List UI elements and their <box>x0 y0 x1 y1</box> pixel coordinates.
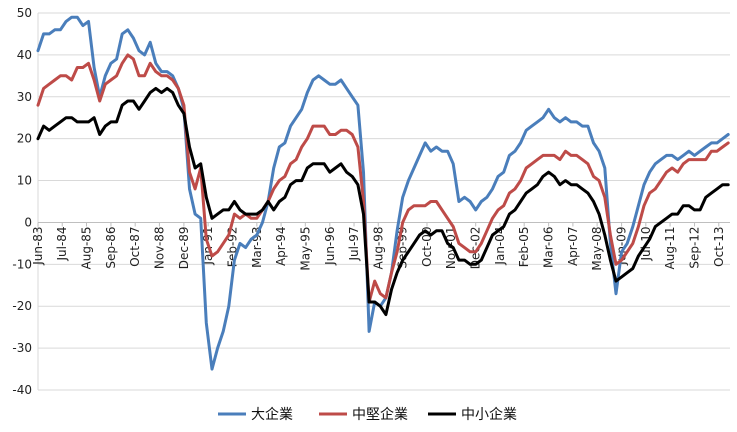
series-line-2 <box>36 53 730 304</box>
legend-label: 大企業 <box>251 406 293 423</box>
x-tick-label: Jun-83 <box>31 226 45 265</box>
x-tick-label: May-08 <box>590 226 604 270</box>
y-tick-label: -20 <box>12 299 32 313</box>
x-tick-label: Jul-97 <box>347 226 361 261</box>
x-tick-label: Oct-87 <box>128 226 142 266</box>
legend: 大企業 中堅企業 中小企業 <box>218 406 517 423</box>
x-axis-tick-labels: Jun-83 Jul-84 Aug-85 Sep-86 Oct-87 Nov-88 Dec-… <box>31 226 726 270</box>
x-tick-label: Apr-94 <box>274 226 288 266</box>
x-tick-label: Jul-84 <box>55 226 69 261</box>
x-tick-label: Aug-11 <box>663 226 677 269</box>
x-tick-label: Aug-98 <box>371 226 385 269</box>
x-tick-label: Oct-13 <box>712 226 726 266</box>
x-tick-label: Apr-07 <box>566 226 580 266</box>
x-tick-label: Dec-02 <box>469 226 483 269</box>
x-tick-label: Feb-05 <box>517 226 531 267</box>
x-tick-label: May-95 <box>298 226 312 270</box>
x-tick-label: Dec-89 <box>177 226 191 269</box>
series-line-3 <box>36 86 730 317</box>
y-tick-label: -40 <box>12 383 32 397</box>
y-tick-label: -30 <box>12 341 32 355</box>
series-line-1 <box>36 15 730 371</box>
legend-label: 中小企業 <box>461 406 517 423</box>
legend-label: 中堅企業 <box>352 406 408 423</box>
y-tick-label: 0 <box>24 215 32 229</box>
x-tick-label: Sep-86 <box>104 226 118 268</box>
x-tick-label: Mar-06 <box>542 226 556 267</box>
gridlines <box>37 12 730 391</box>
x-tick-label: Jun-96 <box>323 226 337 265</box>
series-lines <box>36 15 730 371</box>
x-tick-label: Sep-12 <box>688 226 702 268</box>
y-tick-label: 50 <box>17 6 32 20</box>
y-tick-label: -10 <box>12 257 32 271</box>
y-tick-label: 30 <box>17 90 32 104</box>
x-tick-label: Jan-04 <box>493 226 507 265</box>
y-tick-label: 40 <box>17 48 32 62</box>
x-axis <box>37 221 730 227</box>
x-tick-label: Oct-00 <box>420 226 434 266</box>
y-tick-label: 10 <box>17 174 32 188</box>
y-tick-label: 20 <box>17 132 32 146</box>
x-tick-label: Aug-85 <box>79 226 93 269</box>
y-axis-tick-labels: -40 -30 -20 -10 0 10 20 30 40 50 <box>12 6 32 397</box>
x-tick-label: Nov-88 <box>152 226 166 269</box>
